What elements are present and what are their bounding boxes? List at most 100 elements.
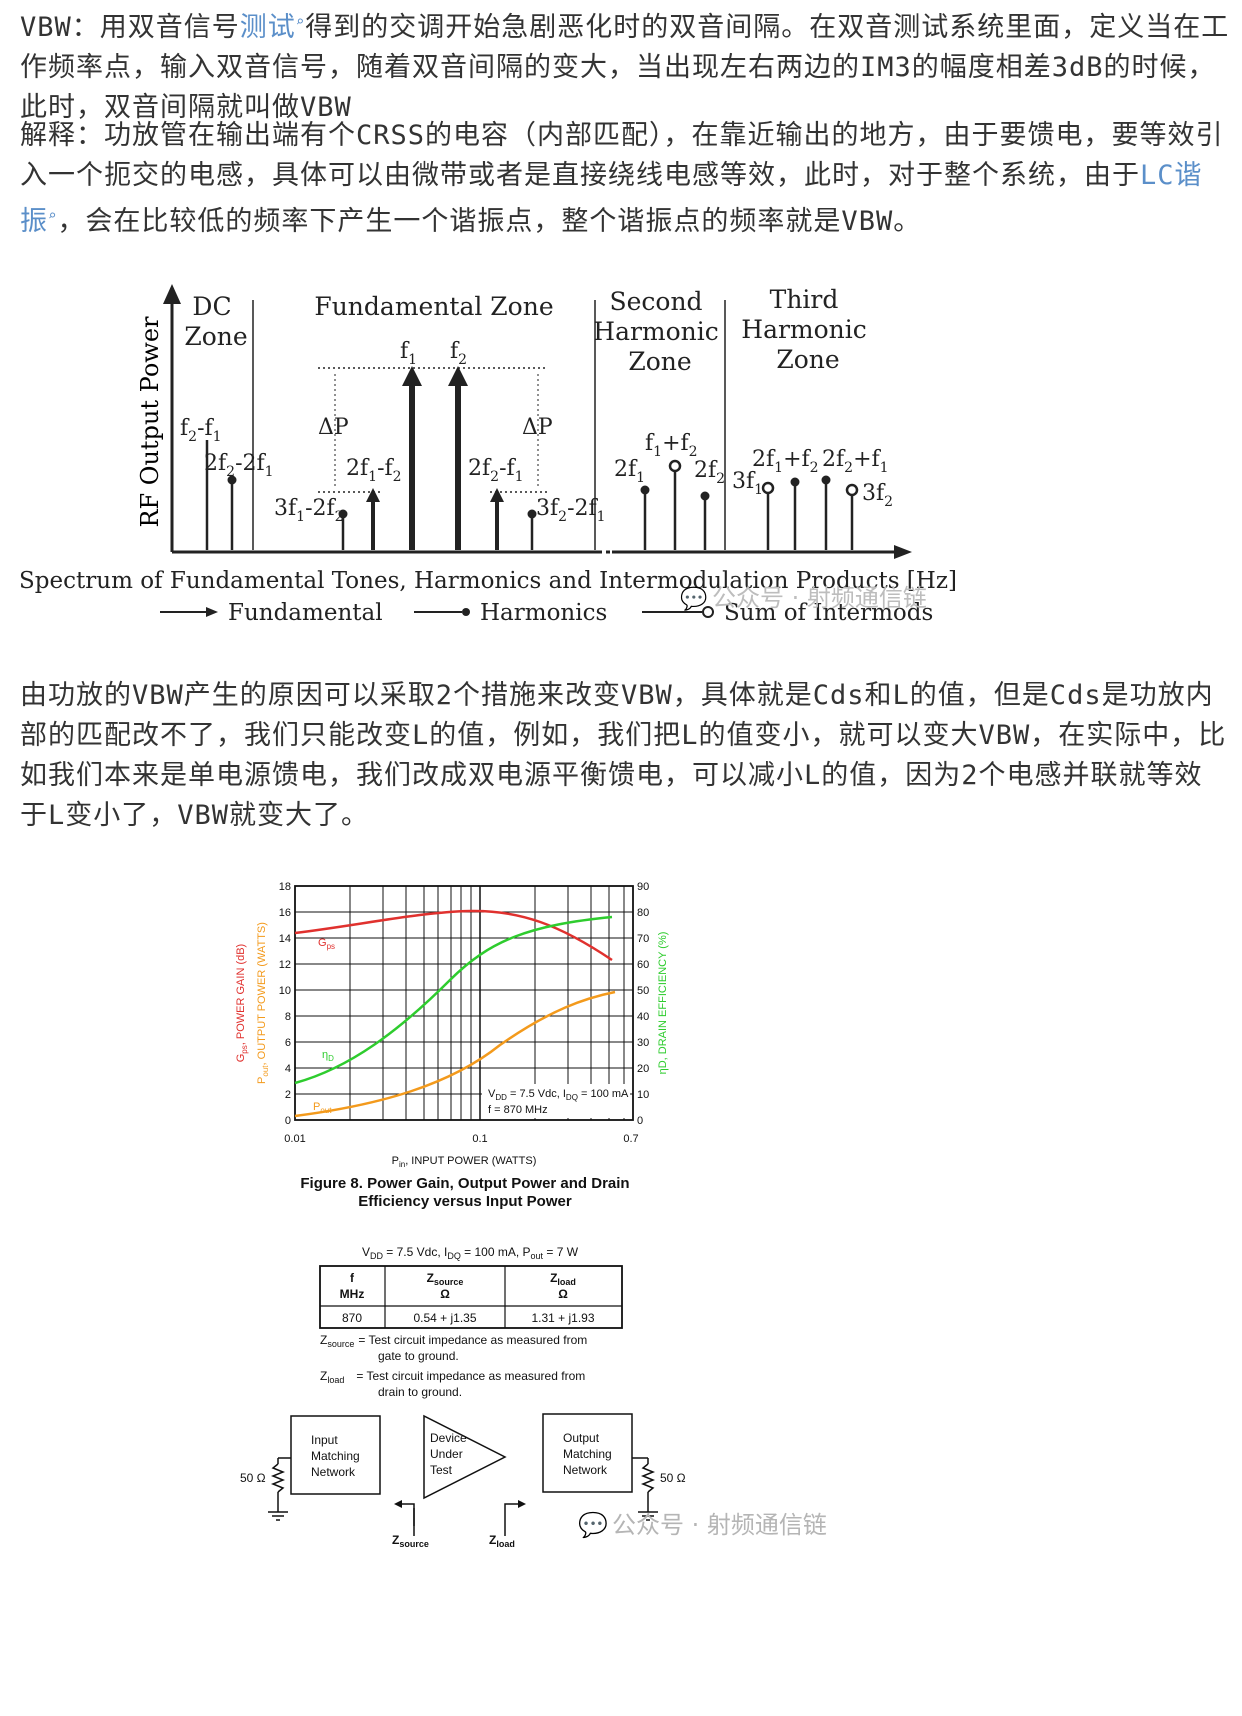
pout-label: Pout <box>313 1101 332 1115</box>
label-f2: f2 <box>450 339 467 368</box>
svg-text:2: 2 <box>285 1089 291 1101</box>
ohm-right: 50 Ω <box>660 1471 686 1485</box>
watermark-2: 💬 公众号 · 射频通信链 <box>578 1511 827 1539</box>
header-zload-unit: Ω <box>558 1287 568 1301</box>
wechat-icon: 💬 <box>680 586 707 612</box>
conditions-line-2: f = 870 MHz <box>488 1104 548 1116</box>
wechat-icon: 💬 <box>578 1511 608 1539</box>
conditions-line-1: VDD = 7.5 Vdc, IDQ = 100 mA <box>488 1088 629 1102</box>
label-f1: f1 <box>400 339 417 368</box>
figure-caption-2: Efficiency versus Input Power <box>358 1193 572 1210</box>
note-zsource: Zsource = Test circuit impedance as measu… <box>320 1333 587 1349</box>
svg-text:40: 40 <box>637 1011 649 1023</box>
legend <box>160 606 714 618</box>
svg-text:16: 16 <box>279 907 291 919</box>
header-mhz: MHz <box>340 1287 365 1301</box>
svg-text:60: 60 <box>637 959 649 971</box>
block-input: Input Matching Network <box>311 1433 363 1479</box>
left-axis-label-pout: Pout, OUTPUT POWER (WATTS) <box>256 922 270 1084</box>
label-delta-p-left: ΔP <box>318 415 349 440</box>
label-dc-f2-f1: f2-f1 <box>180 416 222 445</box>
power-gain-chart: 18 16 14 12 10 8 6 4 2 0 90 80 70 60 50 … <box>235 881 669 1210</box>
cell-freq: 870 <box>342 1311 362 1325</box>
eta-label: ηD <box>322 1049 334 1063</box>
zload-label: Zload <box>489 1533 515 1549</box>
right-axis-label: ηD, DRAIN EFFICIENCY (%) <box>657 932 669 1075</box>
label-dc-2f2-2f1: 2f2-2f1 <box>204 451 274 480</box>
svg-text:80: 80 <box>637 907 649 919</box>
paragraph-explanation: 解释：功放管在输出端有个CRSS的电容（内部匹配），在靠近输出的地方，由于要馈电… <box>20 120 1224 237</box>
svg-text:4: 4 <box>285 1063 291 1075</box>
svg-text:50: 50 <box>637 985 649 997</box>
legend-intermods: Sum of Intermods <box>724 600 933 626</box>
zsource-label: Zsource <box>392 1533 429 1549</box>
label-2f1: 2f1 <box>614 457 645 486</box>
header-zsource-unit: Ω <box>440 1287 450 1301</box>
label-2f1-f2: 2f1-f2 <box>346 456 402 485</box>
label-2f2-f1: 2f2-f1 <box>468 456 524 485</box>
note-zload-line2: drain to ground. <box>378 1385 462 1399</box>
svg-text:0.01: 0.01 <box>284 1133 305 1145</box>
fundamental-tones <box>205 366 859 550</box>
left-axis-label-gain: Gps, POWER GAIN (dB) <box>235 944 249 1062</box>
note-zload: Zload = Test circuit impedance as measure… <box>320 1369 585 1385</box>
search-icon[interactable]: ⌕ <box>295 14 306 30</box>
svg-text:0: 0 <box>637 1115 643 1127</box>
block-output: Output Matching Network <box>563 1431 615 1477</box>
svg-text:70: 70 <box>637 933 649 945</box>
label-delta-p-right: ΔP <box>522 415 553 440</box>
svg-text:12: 12 <box>279 959 291 971</box>
label-3f1: 3f1 <box>732 469 763 498</box>
keyword-link-test[interactable]: 测试 <box>239 12 296 43</box>
watermark-1: 💬 公众号 · 射频通信链 <box>680 584 927 612</box>
svg-text:6: 6 <box>285 1037 291 1049</box>
impedance-table <box>319 1265 623 1329</box>
x-axis-label: Pin, INPUT POWER (WATTS) <box>392 1155 537 1169</box>
paragraph-vbw-measures: 由功放的VBW产生的原因可以采取2个措施来改变VBW，具体就是Cds和L的值，但… <box>20 680 1227 831</box>
svg-text:10: 10 <box>279 985 291 997</box>
table-title: VDD = 7.5 Vdc, IDQ = 100 mA, Pout = 7 W <box>362 1245 579 1261</box>
svg-text:90: 90 <box>637 881 649 893</box>
zone-third-harmonic: Third Harmonic Zone <box>741 285 874 374</box>
header-zsource: Zsource <box>427 1271 464 1287</box>
svg-text:公众号 · 射频通信链: 公众号 · 射频通信链 <box>712 584 927 612</box>
svg-text:0.1: 0.1 <box>472 1133 487 1145</box>
svg-text:公众号 · 射频通信链: 公众号 · 射频通信链 <box>612 1511 827 1539</box>
impedance-figure: VDD = 7.5 Vdc, IDQ = 100 mA, Pout = 7 W … <box>240 1245 827 1549</box>
label-2f2: 2f2 <box>694 458 725 487</box>
svg-text:0.7: 0.7 <box>623 1133 638 1145</box>
cell-zsource: 0.54 + j1.35 <box>413 1311 476 1325</box>
svg-text:18: 18 <box>279 881 291 893</box>
header-f: f <box>350 1271 355 1285</box>
note-zsource-line2: gate to ground. <box>378 1349 459 1363</box>
right-axis-ticks: 90 80 70 60 50 40 30 20 10 0 <box>637 881 649 1127</box>
zone-second-harmonic: Second Harmonic Zone <box>593 287 726 376</box>
legend-fundamental: Fundamental <box>228 600 383 626</box>
svg-text:0: 0 <box>285 1115 291 1127</box>
svg-text:30: 30 <box>637 1037 649 1049</box>
gps-curve <box>294 909 613 962</box>
svg-text:10: 10 <box>637 1089 649 1101</box>
keyword-link-lc-resonance[interactable]: LC谐振 <box>20 160 1203 237</box>
pout-curve <box>294 990 616 1118</box>
label-3f1-2f2: 3f1-2f2 <box>274 496 344 525</box>
zone-dc: DC Zone <box>184 292 247 351</box>
block-dut: Device Under Test <box>430 1431 470 1477</box>
search-icon[interactable]: ⌕ <box>48 208 58 224</box>
cell-zload: 1.31 + j1.93 <box>531 1311 594 1325</box>
label-3f2-2f1: 3f2-2f1 <box>536 496 606 525</box>
legend-harmonics: Harmonics <box>480 600 607 626</box>
svg-text:8: 8 <box>285 1011 291 1023</box>
x-axis-label: Spectrum of Fundamental Tones, Harmonics… <box>19 568 957 594</box>
zone-fundamental: Fundamental Zone <box>314 292 553 321</box>
x-axis-ticks: 0.01 0.1 0.7 <box>284 1133 638 1145</box>
figure-caption-1: Figure 8. Power Gain, Output Power and D… <box>300 1175 629 1192</box>
label-2f1-plus-f2: 2f1+f2 <box>752 447 819 476</box>
svg-text:20: 20 <box>637 1063 649 1075</box>
label-f1-plus-f2: f1+f2 <box>645 431 698 460</box>
label-3f2: 3f2 <box>862 481 893 510</box>
left-axis-ticks: 18 16 14 12 10 8 6 4 2 0 <box>279 881 291 1127</box>
label-2f2-plus-f1: 2f2+f1 <box>822 447 889 476</box>
gps-label: Gps <box>318 937 335 951</box>
paragraph-vbw-definition: VBW：用双音信号测试⌕得到的交调开始急剧恶化时的双音间隔。在双音测试系统里面，… <box>20 12 1230 123</box>
